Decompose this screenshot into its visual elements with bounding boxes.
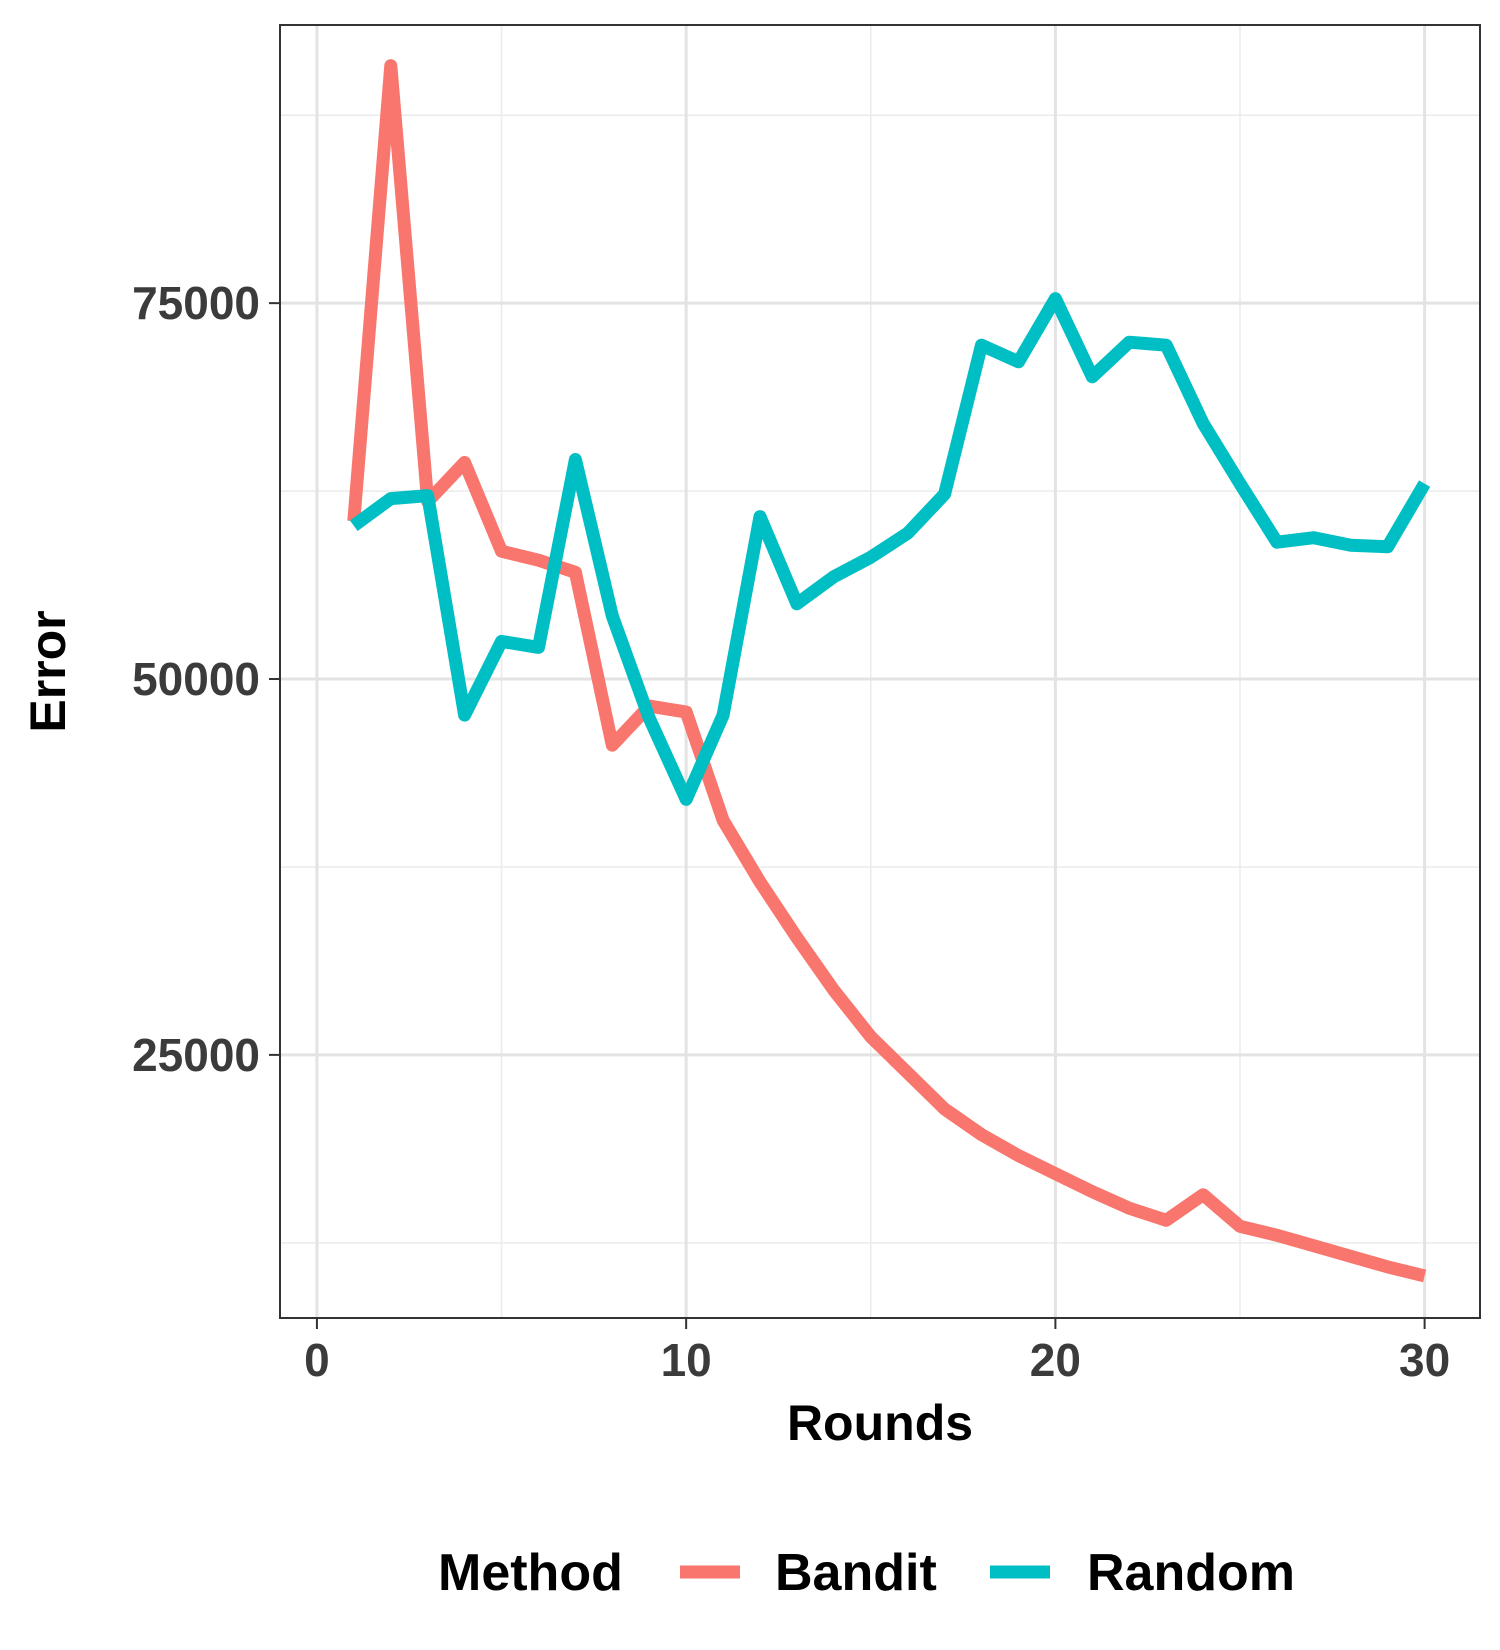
y-tick-label: 75000 bbox=[132, 277, 260, 329]
plot-border bbox=[279, 24, 1481, 1319]
series-layer bbox=[347, 59, 1431, 1283]
legend: Method Bandit Random bbox=[438, 1544, 1295, 1602]
legend-label-bandit: Bandit bbox=[775, 1544, 937, 1602]
axis-ticks bbox=[269, 302, 1426, 1329]
x-tick-label: 0 bbox=[304, 1334, 330, 1386]
grid-major bbox=[280, 25, 1480, 1318]
axis-tick-labels: 0 10 20 30 25000 50000 75000 bbox=[132, 277, 1450, 1386]
x-tick-label: 30 bbox=[1399, 1334, 1450, 1386]
legend-label-random: Random bbox=[1087, 1544, 1295, 1602]
x-tick-label: 20 bbox=[1030, 1334, 1081, 1386]
grid-minor bbox=[280, 25, 1480, 1318]
y-axis-title: Error bbox=[20, 610, 76, 732]
series-line-random bbox=[349, 292, 1431, 806]
series-line-bandit bbox=[347, 59, 1427, 1283]
y-tick-label: 25000 bbox=[132, 1029, 260, 1081]
x-tick-label: 10 bbox=[661, 1334, 712, 1386]
legend-title: Method bbox=[438, 1544, 623, 1602]
x-axis-title: Rounds bbox=[787, 1395, 973, 1451]
y-tick-label: 50000 bbox=[132, 653, 260, 705]
